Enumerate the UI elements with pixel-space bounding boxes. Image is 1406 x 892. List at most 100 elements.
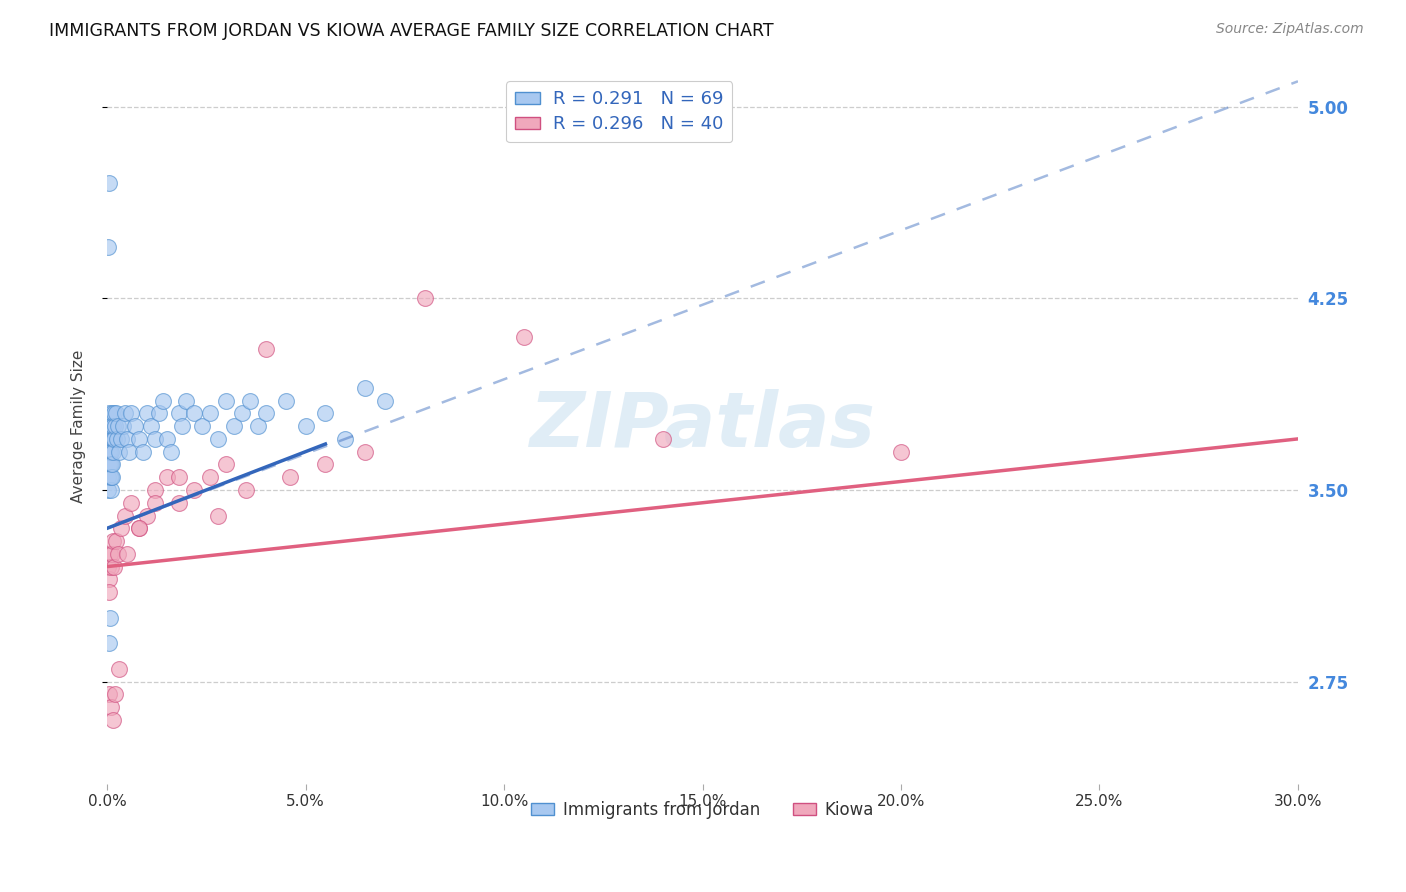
Point — [120, 496, 142, 510]
Point — [110, 521, 132, 535]
Point — [104, 406, 127, 420]
Point — [103, 432, 125, 446]
Point — [128, 521, 150, 535]
Point — [183, 483, 205, 497]
Point — [254, 406, 277, 420]
Point — [100, 470, 122, 484]
Point — [159, 444, 181, 458]
Point — [101, 547, 124, 561]
Text: IMMIGRANTS FROM JORDAN VS KIOWA AVERAGE FAMILY SIZE CORRELATION CHART: IMMIGRANTS FROM JORDAN VS KIOWA AVERAGE … — [49, 22, 773, 40]
Point — [100, 432, 122, 446]
Point — [114, 508, 136, 523]
Point — [101, 470, 124, 484]
Point — [143, 432, 166, 446]
Point — [513, 329, 536, 343]
Point — [98, 470, 121, 484]
Point — [100, 483, 122, 497]
Point — [97, 573, 120, 587]
Point — [172, 419, 194, 434]
Point — [101, 432, 124, 446]
Point — [103, 559, 125, 574]
Point — [135, 508, 157, 523]
Point — [167, 496, 190, 510]
Point — [98, 432, 121, 446]
Point — [207, 508, 229, 523]
Point — [104, 687, 127, 701]
Point — [98, 585, 121, 599]
Point — [98, 432, 121, 446]
Point — [115, 432, 138, 446]
Text: ZIPatlas: ZIPatlas — [530, 389, 876, 463]
Point — [135, 406, 157, 420]
Point — [100, 419, 122, 434]
Point — [156, 432, 179, 446]
Point — [101, 406, 124, 420]
Point — [374, 393, 396, 408]
Point — [115, 547, 138, 561]
Point — [354, 444, 377, 458]
Point — [98, 444, 121, 458]
Point — [651, 432, 673, 446]
Point — [101, 713, 124, 727]
Point — [215, 393, 238, 408]
Point — [107, 419, 129, 434]
Point — [314, 458, 336, 472]
Point — [152, 393, 174, 408]
Point — [100, 458, 122, 472]
Point — [215, 458, 238, 472]
Point — [132, 444, 155, 458]
Point — [105, 432, 128, 446]
Point — [224, 419, 246, 434]
Point — [200, 470, 222, 484]
Point — [246, 419, 269, 434]
Point — [101, 444, 124, 458]
Point — [167, 470, 190, 484]
Point — [110, 432, 132, 446]
Legend: Immigrants from Jordan, Kiowa: Immigrants from Jordan, Kiowa — [524, 794, 880, 825]
Point — [107, 547, 129, 561]
Point — [274, 393, 297, 408]
Point — [103, 419, 125, 434]
Point — [100, 444, 122, 458]
Point — [354, 381, 377, 395]
Point — [98, 636, 121, 650]
Point — [156, 470, 179, 484]
Point — [98, 687, 121, 701]
Point — [111, 419, 134, 434]
Point — [98, 610, 121, 624]
Point — [128, 432, 150, 446]
Point — [108, 662, 131, 676]
Point — [231, 406, 253, 420]
Point — [100, 700, 122, 714]
Point — [97, 483, 120, 497]
Point — [100, 559, 122, 574]
Point — [191, 419, 214, 434]
Point — [97, 470, 120, 484]
Point — [101, 458, 124, 472]
Point — [335, 432, 357, 446]
Point — [143, 483, 166, 497]
Point — [294, 419, 316, 434]
Point — [254, 343, 277, 357]
Point — [278, 470, 301, 484]
Point — [124, 419, 146, 434]
Point — [120, 406, 142, 420]
Point — [98, 444, 121, 458]
Point — [114, 406, 136, 420]
Point — [118, 444, 141, 458]
Point — [176, 393, 198, 408]
Point — [97, 458, 120, 472]
Point — [143, 496, 166, 510]
Point — [200, 406, 222, 420]
Y-axis label: Average Family Size: Average Family Size — [72, 350, 86, 503]
Point — [97, 240, 120, 254]
Point — [97, 559, 120, 574]
Point — [97, 177, 120, 191]
Point — [98, 406, 121, 420]
Point — [98, 419, 121, 434]
Point — [148, 406, 170, 420]
Point — [167, 406, 190, 420]
Point — [413, 292, 436, 306]
Point — [139, 419, 162, 434]
Point — [98, 547, 121, 561]
